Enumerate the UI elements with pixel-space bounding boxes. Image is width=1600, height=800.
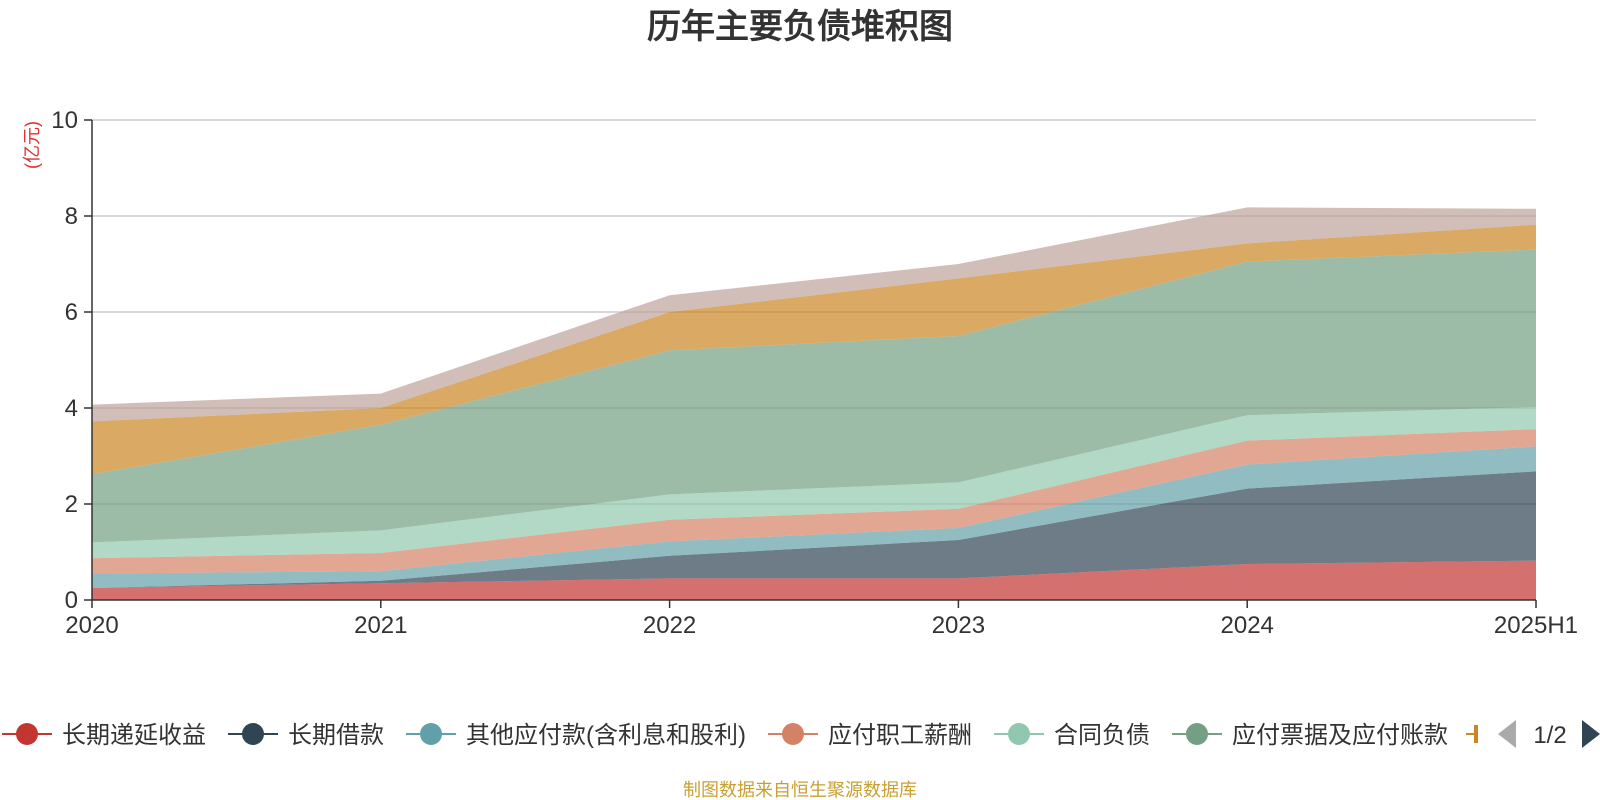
x-tick-label: 2023 — [932, 612, 985, 639]
x-tick-label: 2025H1 — [1494, 612, 1578, 639]
data-source-note: 制图数据来自恒生聚源数据库 — [683, 780, 917, 800]
legend-marker — [1185, 723, 1208, 745]
legend-item[interactable]: 应付票据及应付账款 — [1171, 722, 1448, 749]
legend: 长期递延收益 长期借款 其他应付款(含利息和股利) 应付职工薪酬 合同负债 应付票据及应付… — [2, 720, 1600, 749]
legend-marker — [420, 723, 442, 745]
area-series-0 — [92, 560, 1536, 600]
legend-marker — [1007, 723, 1030, 745]
legend-prev-page-icon[interactable] — [1498, 720, 1516, 748]
y-axis-unit: (亿元) — [22, 121, 42, 169]
y-tick-label: 6 — [65, 299, 78, 326]
legend-marker — [16, 723, 38, 745]
area-series-2 — [92, 446, 1536, 588]
legend-item[interactable]: 其他应付款(含利息和股利) — [406, 722, 746, 749]
legend-label: 合同负债 — [1054, 722, 1150, 749]
y-tick-label: 4 — [65, 395, 78, 422]
legend-marker — [781, 723, 804, 745]
legend-item[interactable]: 长期递延收益 — [2, 722, 206, 749]
legend-marker — [242, 723, 264, 745]
y-tick-label: 8 — [65, 203, 78, 230]
axes: 0 2 4 6 8 10 2020 2021 2022 2023 2024 2025H1 — [51, 107, 1578, 639]
chart-title: 历年主要负债堆积图 — [647, 8, 953, 46]
area-series-4 — [92, 407, 1536, 559]
legend-label: 其他应付款(含利息和股利) — [466, 722, 746, 749]
legend-item[interactable]: 合同负债 — [993, 722, 1150, 749]
legend-label: 长期递延收益 — [62, 722, 206, 749]
x-tick-label: 2020 — [65, 612, 118, 639]
legend-marker-partial — [1474, 725, 1478, 743]
legend-item[interactable]: 长期借款 — [228, 722, 384, 749]
x-tick-label: 2024 — [1221, 612, 1274, 639]
area-series-7 — [92, 207, 1536, 422]
legend-item[interactable]: 应付职工薪酬 — [767, 722, 972, 749]
legend-label: 长期借款 — [288, 722, 384, 749]
y-tick-label: 2 — [65, 491, 78, 518]
legend-next-page-icon[interactable] — [1582, 720, 1600, 748]
legend-page-indicator: 1/2 — [1533, 722, 1566, 749]
y-tick-label: 10 — [51, 107, 78, 134]
area-series-5 — [92, 249, 1536, 543]
y-tick-label: 0 — [65, 587, 78, 614]
area-series — [92, 207, 1536, 600]
area-series-3 — [92, 429, 1536, 574]
legend-label: 应付票据及应付账款 — [1232, 722, 1448, 749]
area-series-1 — [92, 471, 1536, 588]
x-tick-label: 2022 — [643, 612, 696, 639]
area-series-6 — [92, 224, 1536, 475]
legend-label: 应付职工薪酬 — [828, 722, 972, 749]
x-tick-label: 2021 — [354, 612, 407, 639]
